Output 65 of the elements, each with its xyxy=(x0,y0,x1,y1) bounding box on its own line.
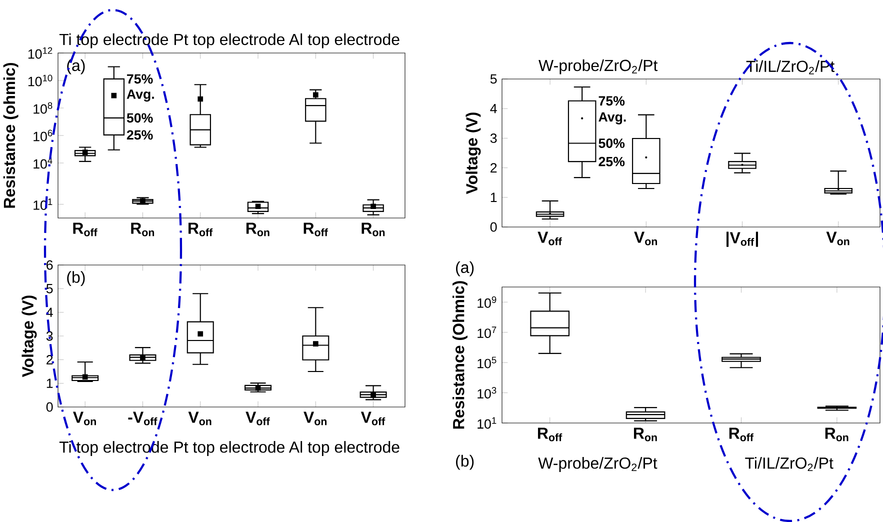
annotation: (a) xyxy=(67,59,85,74)
annotation: 25% xyxy=(598,156,625,166)
text: Al top electrode xyxy=(288,33,400,48)
x-tick-label: R$_{on}$ xyxy=(634,428,657,442)
x-tick-label: V$_{on}$ xyxy=(73,412,96,426)
x-tick-label: R$_{on}$ xyxy=(362,222,385,236)
y-tick-label: 10$^{10}$ xyxy=(28,74,52,86)
x-tick-label: R$_{off}$ xyxy=(73,222,98,236)
y-tick-label: 1 xyxy=(46,378,53,388)
y-tick-label: 0 xyxy=(46,402,53,412)
annotation: Avg. xyxy=(126,90,154,102)
x-tick-label: R$_{off}$ xyxy=(188,222,213,236)
x-tick-label: R$_{off}$ xyxy=(538,428,562,442)
y-tick-label: 4 xyxy=(490,104,497,114)
y-tick-label: 3 xyxy=(46,331,53,341)
text: Pt top electrode xyxy=(174,33,284,48)
y-tick-label: 10$^{8}$ xyxy=(34,102,52,114)
x-tick-label: R$_{on}$ xyxy=(825,428,848,442)
y-tick-label: 10$^{1}$ xyxy=(478,417,496,429)
text: Ti/IL/ZrO$_{2}$/Pt xyxy=(745,457,834,472)
y-tick-label: 5 xyxy=(490,74,497,84)
x-tick-label: V$_{on}$ xyxy=(826,232,850,246)
annotation: 75% xyxy=(127,74,153,84)
x-tick-label: R$_{on}$ xyxy=(246,222,270,236)
y-axis-title: Resistance (Ohmic) xyxy=(452,281,468,429)
y-axis-title: Voltage (V) xyxy=(466,112,481,194)
y-tick-label: 2 xyxy=(46,355,53,364)
annotation: 50% xyxy=(598,138,625,148)
annotation: 75% xyxy=(598,96,625,106)
y-tick-label: 10$^{7}$ xyxy=(478,326,496,338)
text: (b) xyxy=(456,454,474,470)
annotation: Avg. xyxy=(598,112,626,124)
y-tick-label: 2 xyxy=(490,163,497,172)
x-tick-label: V$_{on}$ xyxy=(304,412,327,426)
text: Ti top electrode xyxy=(59,33,168,48)
y-axis-title: Voltage (V) xyxy=(22,296,37,378)
y-tick-label: 10$^{5}$ xyxy=(478,356,496,368)
y-tick-label: 1 xyxy=(490,192,497,202)
text: Pt top electrode xyxy=(174,441,284,456)
x-tick-label: R$_{on}$ xyxy=(131,222,154,236)
y-tick-label: 10$^{3}$ xyxy=(478,387,496,399)
text: W-probe/ZrO$_{2}$/Pt xyxy=(538,59,658,74)
annotation: 25% xyxy=(126,130,153,140)
text: Al top electrode xyxy=(288,441,400,456)
annotation: (b) xyxy=(67,271,85,286)
x-tick-label: V$_{off}$ xyxy=(360,412,386,426)
annotation: 50% xyxy=(126,113,153,123)
y-tick-label: 10$^{9}$ xyxy=(478,296,496,308)
y-tick-label: 5 xyxy=(46,284,53,294)
x-tick-label: V$_{off}$ xyxy=(538,232,562,246)
y-tick-label: 3 xyxy=(490,133,497,143)
x-tick-label: V$_{on}$ xyxy=(634,232,658,246)
text: W-probe/ZrO$_{2}$/Pt xyxy=(538,457,658,472)
y-tick-label: 0 xyxy=(490,222,497,232)
y-tick-label: 6 xyxy=(46,260,53,270)
text: (a) xyxy=(456,261,474,276)
x-tick-label: V$_{on}$ xyxy=(188,412,212,426)
y-tick-label: 10$^{6}$ xyxy=(34,130,52,142)
x-tick-label: |V$_{off}$| xyxy=(726,232,758,247)
x-tick-label: R$_{off}$ xyxy=(729,428,754,442)
x-tick-label: V$_{off}$ xyxy=(246,412,270,426)
x-tick-label: -V$_{off}$ xyxy=(128,412,158,426)
y-tick-label: 10$^{12}$ xyxy=(28,47,52,59)
x-tick-label: R$_{off}$ xyxy=(304,222,328,236)
y-axis-title: Resistance (ohmic) xyxy=(3,62,18,208)
